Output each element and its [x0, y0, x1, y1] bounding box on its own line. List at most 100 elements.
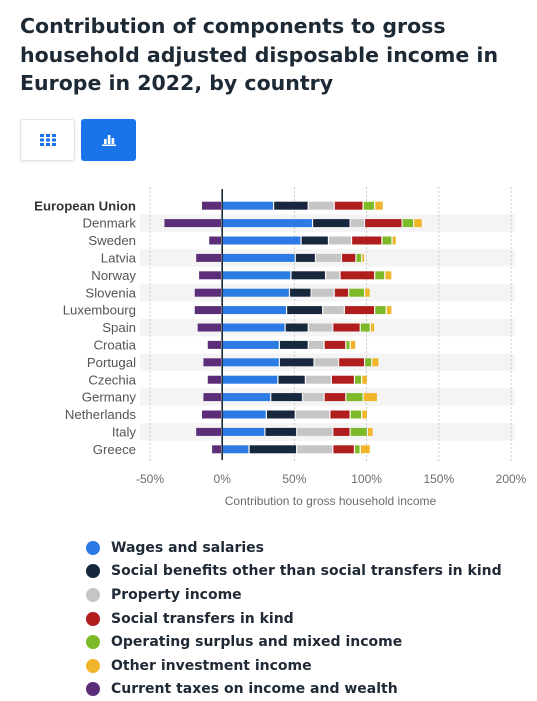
bar-segment [362, 410, 367, 419]
bar-segment [402, 219, 414, 228]
bar-segment [330, 410, 350, 419]
bar-segment [355, 375, 362, 384]
category-label: Latvia [101, 251, 137, 266]
bar-segment [209, 236, 221, 245]
table-view-button[interactable] [20, 119, 75, 161]
bar-segment [316, 253, 341, 262]
bar-segment [222, 201, 273, 210]
x-tick-label: 50% [282, 472, 306, 486]
bar-segment [362, 253, 364, 262]
bar-segment [363, 201, 375, 210]
bar-segment [324, 393, 346, 402]
category-label: Germany [82, 390, 137, 405]
x-tick-label: 200% [496, 472, 527, 486]
grid-icon [39, 134, 56, 146]
category-label: Sweden [88, 233, 136, 248]
bar-segment [350, 219, 364, 228]
bar-segment [385, 271, 392, 280]
bar-segment [196, 427, 221, 436]
legend-item[interactable]: Social benefits other than social transf… [86, 560, 502, 584]
bar-segment [222, 236, 301, 245]
bar-segment [326, 271, 340, 280]
legend-label: Current taxes on income and wealth [111, 681, 398, 698]
bar-segment [222, 253, 295, 262]
bar-segment [303, 393, 324, 402]
chart-legend: Wages and salaries Social benefits other … [86, 536, 502, 701]
bar-segment [363, 393, 377, 402]
bar-segment [271, 393, 302, 402]
bar-segment [295, 253, 315, 262]
legend-item[interactable]: Property income [86, 583, 502, 607]
bar-segment [203, 358, 221, 367]
category-label: Italy [112, 425, 137, 440]
bar-segment [350, 427, 367, 436]
legend-swatch [86, 587, 100, 602]
bar-segment [279, 340, 308, 349]
legend-item[interactable]: Wages and salaries [86, 536, 502, 560]
category-label: Norway [91, 268, 136, 283]
bar-segment [365, 219, 402, 228]
bar-segment [295, 410, 330, 419]
chart-view-button[interactable] [81, 119, 136, 161]
bar-segment [222, 393, 271, 402]
bar-segment [207, 375, 221, 384]
bar-segment [329, 236, 351, 245]
legend-item[interactable]: Operating surplus and mixed income [86, 630, 502, 654]
bar-segment [333, 445, 354, 454]
bar-segment [222, 271, 291, 280]
bar-segment [290, 288, 311, 297]
legend-label: Operating surplus and mixed income [111, 634, 403, 651]
bar-segment [194, 306, 221, 315]
legend-item[interactable]: Other investment income [86, 654, 502, 678]
bar-segment [297, 445, 333, 454]
bar-segment [323, 306, 344, 315]
bar-segment [375, 306, 386, 315]
x-tick-label: 150% [423, 472, 454, 486]
x-tick-label: -50% [136, 472, 164, 486]
bar-segment [342, 253, 356, 262]
bar-segment [375, 201, 383, 210]
legend-label: Wages and salaries [111, 539, 264, 556]
category-label: Czechia [88, 372, 136, 387]
bar-segment [313, 219, 350, 228]
category-label: Slovenia [85, 285, 136, 300]
bar-segment [249, 445, 297, 454]
bar-segment [360, 323, 370, 332]
bar-segment [266, 410, 295, 419]
stacked-bar-chart: European Union Denmark Sweden Latvia Norway S… [34, 187, 527, 508]
category-label: Denmark [83, 216, 137, 231]
chart-title: Contribution of components to gross hous… [20, 14, 499, 95]
bar-segment [222, 323, 285, 332]
bar-segment [392, 236, 396, 245]
legend-item[interactable]: Social transfers in kind [86, 607, 502, 631]
bar-segment [368, 427, 373, 436]
bar-segment [287, 306, 323, 315]
bar-segment [365, 288, 370, 297]
bar-segment [203, 393, 221, 402]
category-label: Portugal [87, 355, 136, 370]
bar-segment [305, 375, 331, 384]
legend-item[interactable]: Current taxes on income and wealth [86, 678, 502, 701]
bar-segment [196, 253, 221, 262]
bar-segment [222, 340, 279, 349]
bar-segment [355, 445, 360, 454]
bar-segment [349, 288, 364, 297]
bar-segment [365, 358, 372, 367]
bar-segment [279, 358, 314, 367]
bar-segment [333, 323, 360, 332]
legend-label: Other investment income [111, 657, 312, 674]
bar-segment [339, 358, 364, 367]
bar-segment [356, 253, 362, 262]
bar-segment [285, 323, 308, 332]
x-tick-label: 0% [214, 472, 232, 486]
bar-segment [212, 445, 221, 454]
bar-segment [350, 410, 362, 419]
bar-segment [308, 340, 324, 349]
bar-segment [194, 288, 221, 297]
x-tick-label: 100% [351, 472, 382, 486]
bar-segment [197, 323, 221, 332]
category-label: Netherlands [65, 407, 137, 422]
x-axis-label: Contribution to gross household income [225, 494, 437, 508]
bar-segment [311, 288, 334, 297]
bar-segment [207, 340, 221, 349]
